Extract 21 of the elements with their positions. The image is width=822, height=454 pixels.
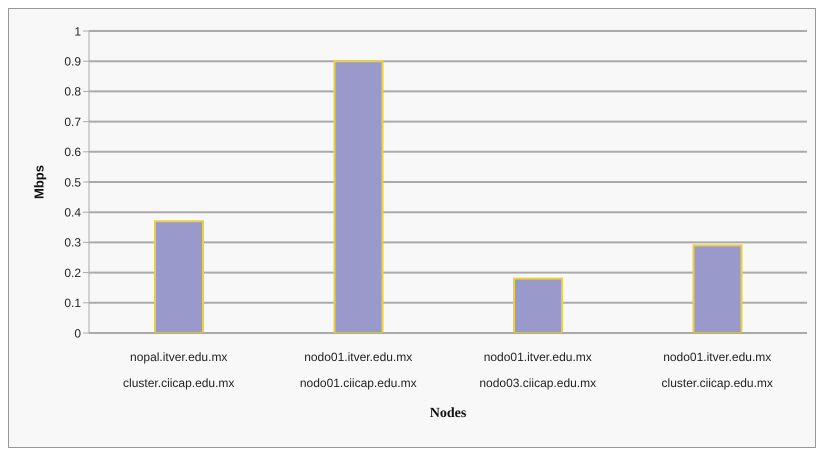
y-tick-label: 0.8 xyxy=(64,84,82,99)
y-tick-label: 0.7 xyxy=(64,114,82,129)
y-tick-label: 0.4 xyxy=(64,205,82,220)
bar xyxy=(334,60,384,333)
x-tick-label: nodo01.itver.edu.mx cluster.ciicap.edu.mx xyxy=(662,350,773,390)
y-tick-label: 0.3 xyxy=(64,236,82,250)
bar xyxy=(692,244,742,333)
y-tick-label: 0.9 xyxy=(64,54,82,68)
bar xyxy=(154,220,204,333)
y-tick-label: 0.2 xyxy=(64,266,82,280)
y-tick-label: 0.5 xyxy=(64,175,82,190)
x-tick-label: nodo01.itver.edu.mx nodo01.ciicap.edu.mx xyxy=(300,350,417,390)
x-tick-label: nodo01.itver.edu.mx nodo03.ciicap.edu.mx xyxy=(479,350,596,390)
y-tick-label: 0.1 xyxy=(64,296,82,310)
y-tick-label: 1 xyxy=(74,24,82,38)
y-axis-title: Mbps xyxy=(32,165,47,199)
x-tick-label: nopal.itver.edu.mx cluster.ciicap.edu.mx xyxy=(123,350,234,390)
bar xyxy=(513,278,563,333)
x-axis-title: Nodes xyxy=(430,406,467,421)
y-tick-label: 0.6 xyxy=(64,145,82,160)
y-tick-label: 0 xyxy=(74,326,82,340)
